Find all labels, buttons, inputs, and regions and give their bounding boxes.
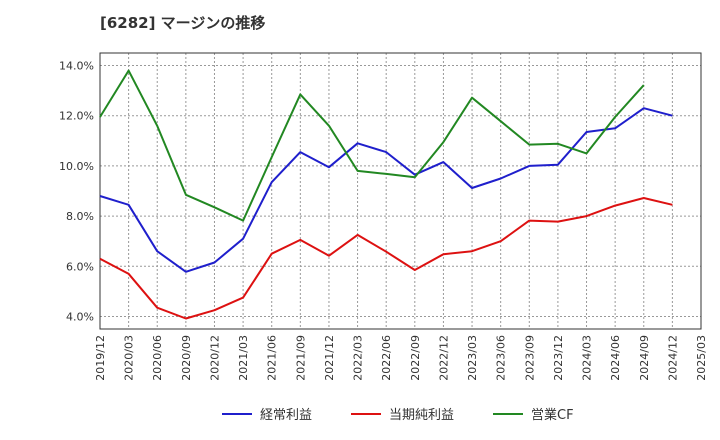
x-tick-label: 2021/03 — [237, 335, 250, 381]
x-tick-label: 2022/12 — [437, 335, 450, 381]
y-tick-label: 12.0% — [59, 110, 94, 123]
legend-label-2: 当期純利益 — [389, 408, 454, 423]
x-tick-label: 2023/03 — [466, 335, 479, 381]
x-tick-label: 2020/09 — [180, 335, 193, 381]
y-tick-label: 4.0% — [66, 310, 94, 323]
x-tick-label: 2020/03 — [123, 335, 136, 381]
x-tick-label: 2024/09 — [638, 335, 651, 381]
x-tick-label: 2022/09 — [409, 335, 422, 381]
x-tick-label: 2024/12 — [666, 335, 679, 381]
x-tick-label: 2021/12 — [323, 335, 336, 381]
x-tick-label: 2021/06 — [266, 335, 279, 381]
x-tick-label: 2022/03 — [352, 335, 365, 381]
y-tick-label: 8.0% — [66, 210, 94, 223]
plot-frame — [99, 52, 702, 330]
x-tick-label: 2023/06 — [495, 335, 508, 381]
x-tick-label: 2022/06 — [380, 335, 393, 381]
legend-label-1: 経常利益 — [260, 408, 312, 423]
x-tick-label: 2023/12 — [552, 335, 565, 381]
x-tick-label: 2023/09 — [523, 335, 536, 381]
chart-title: [6282] マージンの推移 — [100, 14, 266, 32]
series-line-2 — [99, 197, 673, 320]
x-tick-label: 2020/12 — [208, 335, 221, 381]
x-tick-label: 2024/06 — [609, 335, 622, 381]
y-tick-label: 6.0% — [66, 260, 94, 273]
x-tick-label: 2024/03 — [581, 335, 594, 381]
x-tick-label: 2025/03 — [695, 335, 708, 381]
x-tick-label: 2020/06 — [151, 335, 164, 381]
series-line-3 — [99, 69, 645, 222]
y-tick-label: 10.0% — [59, 160, 94, 173]
x-tick-label: 2021/09 — [294, 335, 307, 381]
x-tick-label: 2019/12 — [94, 335, 107, 381]
legend-label-3: 営業CF — [531, 407, 574, 423]
series-line-1 — [99, 107, 673, 273]
y-tick-label: 14.0% — [59, 60, 94, 73]
